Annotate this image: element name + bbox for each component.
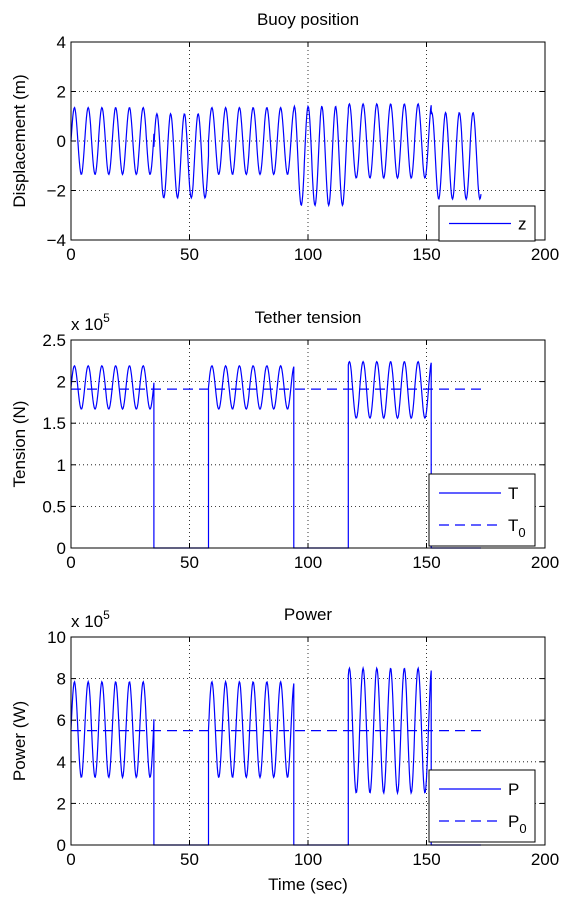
legend-box (428, 769, 536, 843)
x-tick-label: 200 (531, 850, 559, 869)
legend-box (428, 473, 536, 547)
x-tick-label: 50 (180, 553, 199, 572)
exponent-label: x 105 (71, 608, 110, 631)
y-axis-label: Displacement (m) (10, 74, 29, 207)
legend: T T0 (428, 473, 536, 547)
x-tick-label: 100 (294, 850, 322, 869)
legend-entry: T (508, 484, 518, 503)
y-tick-label: 10 (47, 628, 66, 647)
x-tick-label: 200 (531, 245, 559, 264)
y-tick-label: 4 (57, 753, 66, 772)
x-tick-label: 150 (412, 245, 440, 264)
x-tick-label: 50 (180, 245, 199, 264)
y-tick-label: 2 (57, 83, 66, 102)
series-line-1 (70, 360, 481, 549)
y-tick-label: 2 (57, 794, 66, 813)
y-tick-label: 2 (57, 373, 66, 392)
y-axis-label: Power (W) (10, 701, 29, 781)
legend-entry: P0 (508, 812, 527, 836)
x-tick-label: 150 (412, 850, 440, 869)
chart-title: Tether tension (255, 308, 362, 327)
y-tick-label: 0 (57, 836, 66, 855)
x-tick-label: 0 (66, 850, 75, 869)
y-tick-label: 0 (57, 132, 66, 151)
y-tick-label: 0.5 (42, 497, 66, 516)
y-tick-label: 2.5 (42, 331, 66, 350)
series-line-1 (70, 665, 481, 846)
x-tick-label: 100 (294, 245, 322, 264)
chart-title: Buoy position (257, 10, 359, 29)
chart-panel-1: 0 50 100 150 200 −4 −2 0 2 4 Buoy position Displace… (10, 10, 559, 264)
y-tick-label: −4 (47, 231, 66, 250)
y-tick-label: 8 (57, 670, 66, 689)
x-tick-label: 100 (294, 553, 322, 572)
legend-entry: T0 (508, 516, 526, 540)
legend: P P0 (428, 769, 536, 843)
y-tick-label: 0 (57, 539, 66, 558)
chart-panel-3: 0 50 100 150 200 0 2 4 6 8 10 Power x 105 Power (W) Ti… (10, 605, 559, 894)
x-tick-label: 50 (180, 850, 199, 869)
x-tick-label: 0 (66, 245, 75, 264)
x-tick-label: 150 (412, 553, 440, 572)
chart-title: Power (284, 605, 333, 624)
legend-entry: z (518, 215, 527, 234)
x-tick-label: 200 (531, 553, 559, 572)
series-line-1 (70, 102, 482, 208)
legend: z (438, 205, 536, 242)
y-tick-label: −2 (47, 182, 66, 201)
y-tick-label: 1.5 (42, 414, 66, 433)
y-tick-label: 1 (57, 456, 66, 475)
y-tick-label: 6 (57, 711, 66, 730)
y-axis-label: Tension (N) (10, 401, 29, 488)
chart-panel-2: 0 50 100 150 200 0 0.5 1 1.5 2 2.5 Tether tension x … (10, 308, 559, 572)
x-tick-label: 0 (66, 553, 75, 572)
exponent-label: x 105 (71, 311, 110, 334)
y-tick-label: 4 (57, 33, 66, 52)
x-axis-label: Time (sec) (268, 875, 348, 894)
legend-entry: P (508, 780, 519, 799)
